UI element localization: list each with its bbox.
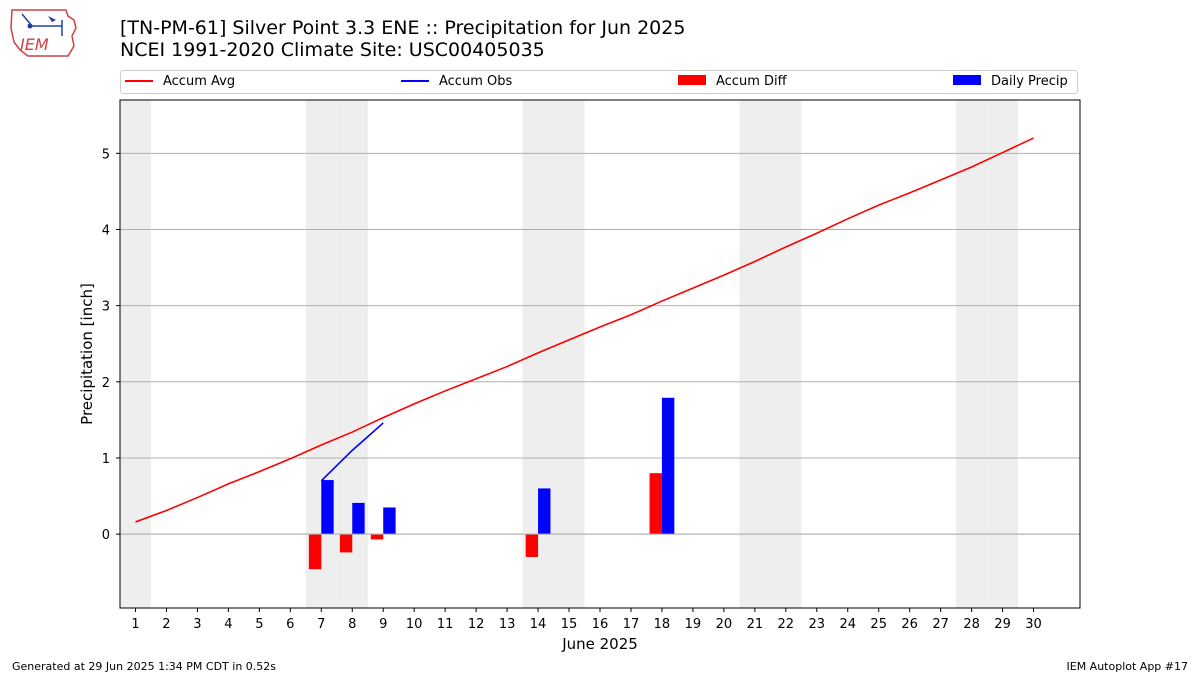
legend-swatch-accum-avg xyxy=(125,79,153,82)
weekend-band-21 xyxy=(739,100,771,608)
generated-timestamp: Generated at 29 Jun 2025 1:34 PM CDT in … xyxy=(12,660,277,673)
bars xyxy=(120,397,1080,570)
x-tick-label-4: 4 xyxy=(224,617,232,632)
legend-label-accum-obs: Accum Obs xyxy=(439,74,513,89)
x-tick-label-5: 5 xyxy=(255,617,263,632)
legend-swatch-accum-diff xyxy=(678,75,706,85)
accum-diff-bar-day-14 xyxy=(525,534,539,557)
y-tick-label-2: 2 xyxy=(102,376,110,391)
grid-lines xyxy=(120,152,1080,535)
legend-swatch-accum-obs xyxy=(401,79,429,82)
title-line-1: [TN-PM-61] Silver Point 3.3 ENE :: Preci… xyxy=(120,17,686,39)
x-tick-label-3: 3 xyxy=(193,617,201,632)
weekend-band-15 xyxy=(553,100,585,608)
y-tick-label-1: 1 xyxy=(102,452,110,467)
x-tick-label-25: 25 xyxy=(870,617,887,632)
daily-precip-bar-day-7 xyxy=(321,480,334,535)
logo-text: IEM xyxy=(20,35,49,54)
x-tick-label-8: 8 xyxy=(348,617,356,632)
x-tick-label-13: 13 xyxy=(499,617,516,632)
y-tick-label-5: 5 xyxy=(102,147,110,162)
accum-diff-bar-day-9 xyxy=(370,534,384,540)
legend-swatch-daily-precip xyxy=(953,75,981,85)
accum-diff-bar-day-7 xyxy=(308,534,322,570)
x-tick-label-1: 1 xyxy=(131,617,139,632)
x-tick-label-6: 6 xyxy=(286,617,294,632)
daily-precip-bar-day-18 xyxy=(661,397,675,535)
x-axis-label: June 2025 xyxy=(561,635,638,653)
legend-item-accum-avg: Accum Avg xyxy=(125,74,235,90)
y-tick-label-3: 3 xyxy=(102,300,110,315)
y-axis-label: Precipitation [inch] xyxy=(78,283,96,425)
x-tick-label-28: 28 xyxy=(963,617,980,632)
x-tick-label-30: 30 xyxy=(1025,617,1042,632)
x-tick-label-27: 27 xyxy=(932,617,949,632)
x-tick-label-10: 10 xyxy=(406,617,423,632)
legend-label-daily-precip: Daily Precip xyxy=(991,74,1068,89)
weekend-band-1 xyxy=(120,100,151,608)
plot-frame xyxy=(119,99,1081,609)
x-tick-label-15: 15 xyxy=(561,617,578,632)
x-tick-label-24: 24 xyxy=(839,617,856,632)
x-tick-label-23: 23 xyxy=(809,617,826,632)
daily-precip-bar-day-9 xyxy=(383,507,396,535)
accum-avg-line xyxy=(135,137,1034,523)
x-tick-label-26: 26 xyxy=(901,617,918,632)
app-label: IEM Autoplot App #17 xyxy=(1066,660,1189,673)
y-tick-label-0: 0 xyxy=(102,528,110,543)
daily-precip-bar-day-8 xyxy=(352,502,365,535)
accum-diff-bar-day-8 xyxy=(339,534,353,553)
x-tick-label-9: 9 xyxy=(379,617,387,632)
x-tick-label-2: 2 xyxy=(162,617,170,632)
x-tick-label-12: 12 xyxy=(468,617,485,632)
daily-precip-bar-day-14 xyxy=(538,488,551,535)
x-tick-label-16: 16 xyxy=(592,617,609,632)
accum-obs-line xyxy=(320,422,384,482)
x-tick-label-20: 20 xyxy=(716,617,733,632)
legend-item-accum-diff: Accum Diff xyxy=(678,74,787,90)
chart-legend: Accum Avg Accum Obs Accum Diff Daily Pre… xyxy=(120,70,1078,94)
lines xyxy=(135,137,1034,523)
x-tick-label-17: 17 xyxy=(623,617,640,632)
legend-item-daily-precip: Daily Precip xyxy=(953,74,1068,90)
x-tick-label-18: 18 xyxy=(654,617,671,632)
x-tick-label-22: 22 xyxy=(778,617,795,632)
legend-label-accum-diff: Accum Diff xyxy=(716,74,787,89)
title-line-2: NCEI 1991-2020 Climate Site: USC00405035 xyxy=(120,39,545,61)
weekend-band-28 xyxy=(956,100,988,608)
weekend-band-22 xyxy=(770,100,802,608)
x-tick-label-14: 14 xyxy=(530,617,547,632)
x-tick-label-19: 19 xyxy=(685,617,702,632)
x-tick-label-11: 11 xyxy=(437,617,454,632)
x-tick-label-21: 21 xyxy=(747,617,764,632)
iem-logo: IEM xyxy=(10,9,77,57)
x-tick-label-7: 7 xyxy=(317,617,325,632)
legend-item-accum-obs: Accum Obs xyxy=(401,74,512,90)
y-tick-label-4: 4 xyxy=(102,223,110,238)
accum-diff-bar-day-18 xyxy=(649,473,662,535)
weekend-band-29 xyxy=(987,100,1019,608)
legend-label-accum-avg: Accum Avg xyxy=(163,74,236,89)
x-tick-label-29: 29 xyxy=(994,617,1011,632)
chart-title: [TN-PM-61] Silver Point 3.3 ENE :: Preci… xyxy=(120,17,685,61)
weekend-shading xyxy=(120,100,1019,608)
